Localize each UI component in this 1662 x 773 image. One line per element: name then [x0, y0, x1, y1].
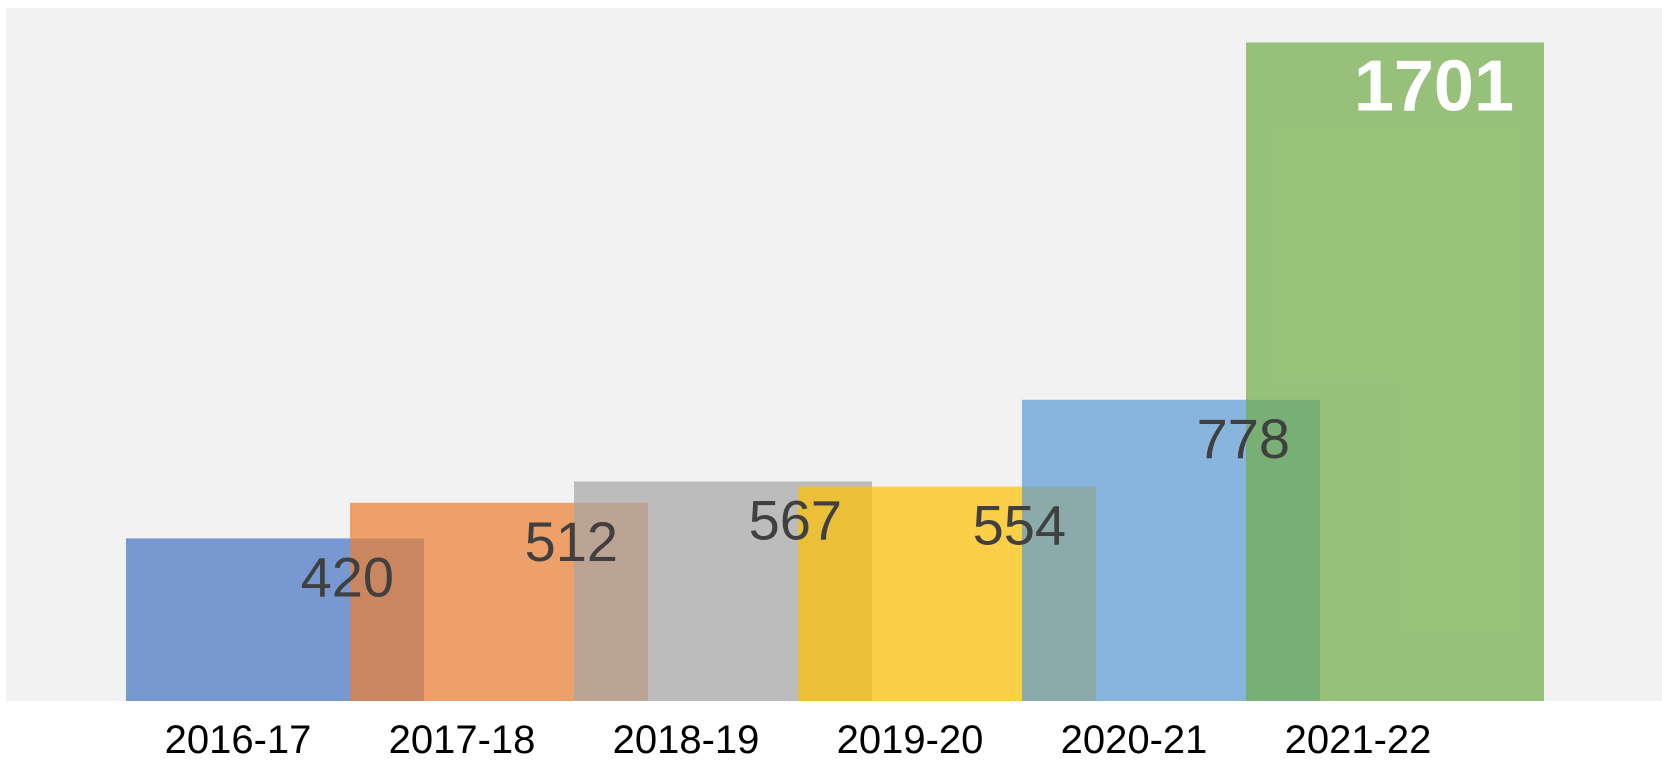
bars-group: [126, 42, 1544, 702]
x-tick-label-2016-17: 2016-17: [165, 718, 312, 762]
data-label-2016-17: 420: [301, 545, 394, 608]
data-label-2020-21: 778: [1197, 407, 1290, 470]
data-label-2017-18: 512: [525, 510, 618, 573]
x-tick-label-2018-19: 2018-19: [613, 718, 760, 762]
x-tick-label-2017-18: 2017-18: [389, 718, 536, 762]
data-label-2021-22: 1701: [1354, 46, 1514, 126]
data-labels-group: 420 512 567 554 778 1701: [301, 46, 1514, 608]
x-axis-tick-labels: 2016-17 2017-18 2018-19 2019-20 2020-21 2021-…: [165, 718, 1432, 762]
data-label-2018-19: 567: [749, 488, 842, 551]
data-label-2019-20: 554: [973, 494, 1066, 557]
x-tick-label-2020-21: 2020-21: [1061, 718, 1208, 762]
x-tick-label-2019-20: 2019-20: [837, 718, 984, 762]
x-tick-label-2021-22: 2021-22: [1285, 718, 1432, 762]
bar-2021-22: [1246, 42, 1544, 702]
